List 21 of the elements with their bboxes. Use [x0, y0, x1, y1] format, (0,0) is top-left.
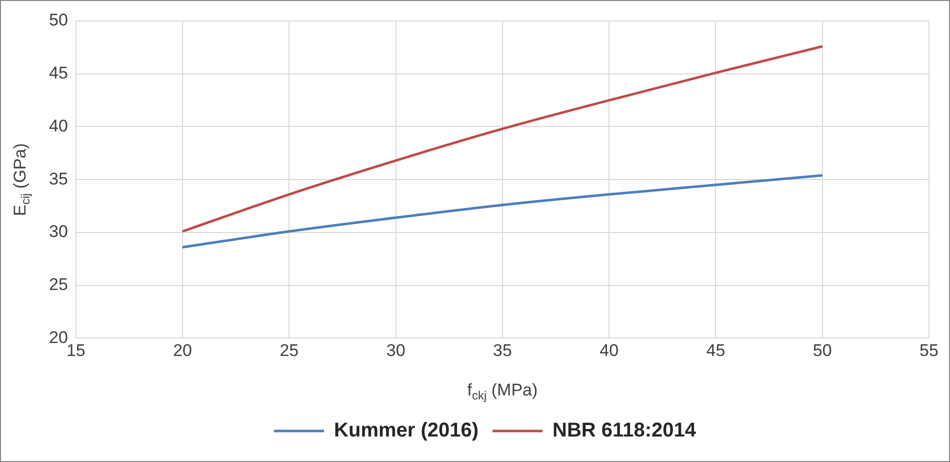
line-series	[181, 45, 824, 233]
line-series	[181, 174, 824, 249]
x-tick-label: 15	[66, 341, 86, 360]
y-tick-label: 40	[48, 116, 68, 136]
x-tick-label: 50	[812, 341, 832, 360]
x-tick-label: 40	[600, 341, 619, 360]
y-tick-label: 50	[48, 10, 68, 30]
y-tick-label: 25	[48, 275, 68, 294]
y-tick-label: 35	[48, 169, 68, 188]
x-tick-label: 35	[492, 341, 512, 360]
y-tick-label: 30	[48, 222, 68, 242]
x-tick-label: 20	[173, 341, 192, 360]
y-tick-label: 20	[48, 328, 68, 347]
legend-label: NBR 6118:2014	[552, 420, 697, 442]
y-axis-title: Ecij (GPa)	[10, 143, 32, 216]
x-tick-label: 25	[280, 341, 299, 360]
x-tick-label: 30	[386, 341, 406, 360]
legend-label: Kummer (2016)	[334, 420, 479, 442]
y-tick-label: 45	[48, 64, 68, 83]
x-tick-label: 45	[706, 341, 726, 360]
x-tick-label: 55	[920, 341, 938, 360]
